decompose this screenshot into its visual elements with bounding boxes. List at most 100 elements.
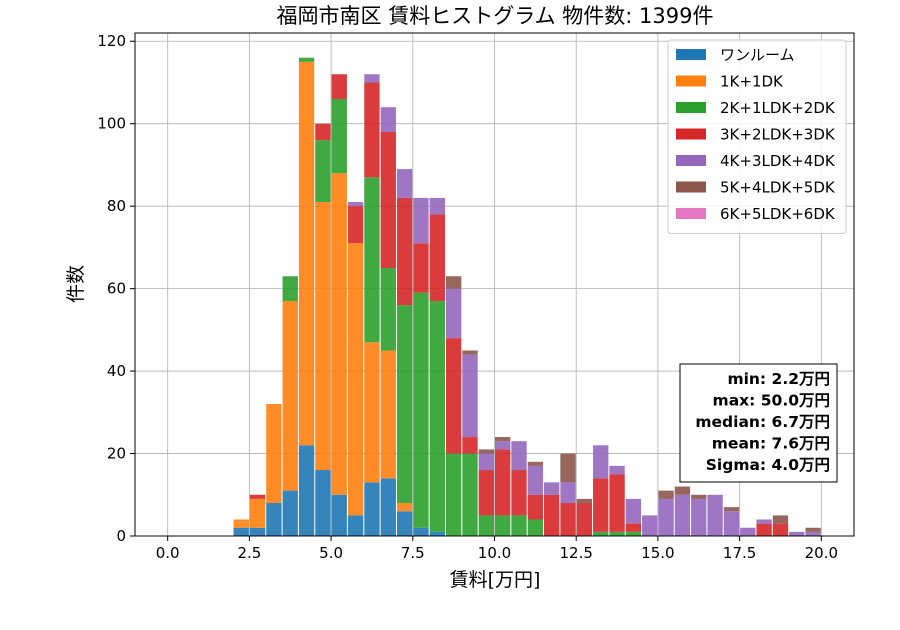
bar-4-33	[707, 494, 723, 536]
legend-label-1: 1K+1DK	[720, 73, 784, 91]
bar-3-22	[527, 494, 544, 520]
bar-5-17	[445, 276, 462, 289]
bar-2-8	[298, 57, 315, 62]
stats-box: min: 2.2万円 max: 50.0万円 median: 6.7万円 mean: …	[679, 363, 838, 483]
bar-0-8	[298, 445, 315, 536]
bar-1-12	[364, 342, 380, 483]
bar-4-12	[364, 74, 380, 83]
bar-4-30	[658, 498, 674, 536]
bar-1-8	[298, 61, 315, 446]
bar-4-17	[445, 288, 462, 339]
bar-4-38	[789, 531, 805, 536]
bar-3-36	[756, 523, 772, 536]
bar-0-14	[396, 511, 413, 536]
bar-5-32	[691, 494, 707, 499]
bar-5-18	[462, 350, 478, 355]
y-tick-label-1: 20	[107, 445, 126, 463]
bar-5-19	[478, 449, 494, 454]
stats-line-0: min: 2.2万円	[727, 370, 830, 388]
bar-2-12	[364, 177, 380, 343]
x-tick-label-1: 2.5	[237, 544, 261, 562]
bar-1-7	[282, 300, 298, 491]
bar-0-4	[233, 527, 249, 536]
bar-2-10	[331, 98, 347, 174]
bar-2-15	[413, 292, 429, 528]
y-axis-label: 件数	[65, 265, 87, 303]
bar-4-24	[560, 482, 576, 504]
bar-3-9	[315, 123, 331, 141]
bar-3-37	[772, 523, 789, 536]
bar-4-36	[756, 519, 772, 524]
bar-3-25	[576, 503, 593, 536]
bar-4-39	[805, 531, 821, 536]
x-tick-label-2: 5.0	[319, 544, 343, 562]
legend-label-3: 3K+2LDK+3DK	[720, 126, 836, 144]
bar-4-26	[593, 445, 609, 479]
bar-3-27	[609, 474, 625, 532]
bar-4-27	[609, 465, 625, 475]
y-tick-label-4: 80	[107, 197, 126, 215]
bar-2-22	[527, 519, 544, 536]
legend-swatch-4	[676, 155, 706, 166]
bar-3-21	[511, 470, 527, 516]
bar-3-20	[495, 449, 511, 516]
bar-3-5	[249, 494, 266, 499]
legend-label-0: ワンルーム	[720, 46, 795, 64]
legend-label-5: 5K+4LDK+5DK	[720, 179, 836, 197]
bar-2-18	[462, 453, 478, 536]
bar-0-11	[347, 515, 364, 536]
legend-swatch-0	[676, 49, 706, 60]
bar-2-28	[625, 531, 642, 536]
bar-4-35	[740, 527, 756, 536]
bar-3-24	[560, 503, 576, 536]
bar-4-22	[527, 465, 544, 495]
x-tick-label-5: 12.5	[560, 544, 593, 562]
bar-2-20	[495, 515, 511, 536]
bar-3-10	[331, 74, 347, 99]
bar-2-17	[445, 453, 462, 536]
x-tick-label-0: 0.0	[156, 544, 180, 562]
bar-1-11	[347, 243, 364, 516]
bar-4-16	[429, 197, 445, 215]
bar-5-37	[772, 515, 789, 524]
bar-5-25	[576, 498, 593, 504]
bar-2-19	[478, 515, 494, 536]
legend-swatch-5	[676, 181, 706, 193]
bar-0-10	[331, 494, 347, 536]
bar-1-5	[249, 498, 266, 528]
bar-4-18	[462, 354, 478, 438]
bar-4-20	[495, 441, 511, 450]
bar-1-10	[331, 173, 347, 495]
y-tick-label-5: 100	[97, 115, 126, 133]
bar-1-4	[233, 519, 249, 528]
bar-3-18	[462, 437, 478, 454]
bar-5-30	[658, 490, 674, 499]
bar-3-28	[625, 523, 642, 532]
bar-1-6	[266, 404, 282, 504]
bar-2-13	[380, 268, 396, 351]
bar-3-17	[445, 338, 462, 454]
bar-4-34	[723, 511, 740, 536]
x-tick-label-3: 7.5	[401, 544, 425, 562]
x-axis-label: 賃料[万円]	[450, 569, 541, 591]
bar-4-29	[642, 515, 658, 536]
y-tick-label-3: 60	[107, 280, 126, 298]
legend: ワンルーム 1K+1DK 2K+1LDK+2DK 3K+2LDK+3DK 4K+3LDK…	[667, 39, 847, 234]
legend-label-2: 2K+1LDK+2DK	[720, 99, 836, 117]
bar-4-31	[674, 494, 691, 536]
bar-1-13	[380, 350, 396, 479]
stats-line-1: max: 50.0万円	[713, 392, 830, 410]
bar-0-6	[266, 503, 282, 536]
legend-swatch-6	[676, 208, 706, 219]
x-axis-ticks: 0.0 2.5 5.0 7.5 10.0 12.5 15.0 17.5 20.0	[156, 536, 838, 562]
legend-label-4: 4K+3LDK+4DK	[720, 152, 836, 170]
chart-title: 福岡市南区 賃料ヒストグラム 物件数: 1399件	[277, 4, 714, 28]
bar-4-19	[478, 453, 494, 471]
bar-2-9	[315, 140, 331, 203]
bar-2-14	[396, 305, 413, 504]
bar-0-9	[315, 470, 331, 536]
y-tick-label-0: 0	[116, 527, 126, 545]
legend-label-6: 6K+5LDK+6DK	[720, 205, 836, 223]
bar-2-21	[511, 515, 527, 536]
